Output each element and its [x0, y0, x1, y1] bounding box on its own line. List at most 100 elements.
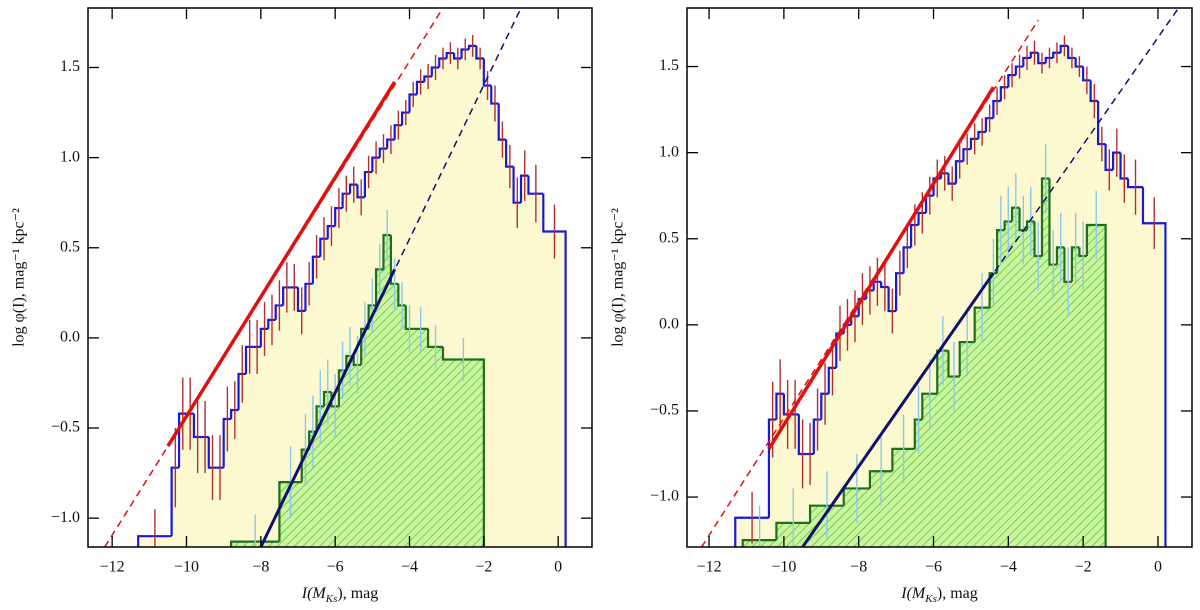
histogram-step: [988, 272, 998, 308]
histogram-bar: [783, 414, 792, 547]
histogram-bar: [216, 467, 224, 547]
histogram-bar: [1049, 264, 1058, 547]
histogram-step: [947, 350, 960, 378]
histogram-bar: [424, 76, 433, 547]
x-axis-label: I(MKs), mag: [301, 585, 378, 605]
fit-line: [259, 268, 396, 547]
histogram-step: [512, 166, 522, 204]
x-axis-label-part: ), mag: [337, 585, 378, 602]
histogram-step: [378, 147, 388, 158]
histogram-bar: [873, 281, 882, 547]
histogram-bar: [298, 310, 306, 547]
x-tick-label: 0: [554, 559, 562, 576]
histogram-step: [519, 174, 529, 203]
histogram-bar: [338, 370, 347, 547]
histogram-step: [334, 206, 343, 227]
histogram-step: [337, 369, 347, 407]
x-tick-label: −4: [401, 559, 418, 576]
y-tick-label: 0.5: [60, 238, 80, 255]
histogram-step: [1070, 246, 1080, 282]
y-axis-label: log φ(I), mag⁻¹ kpc⁻²: [11, 208, 28, 347]
histogram-step: [445, 51, 455, 59]
histogram-bar: [806, 454, 815, 547]
x-tick-label: −12: [100, 559, 125, 576]
x-tick-label: −6: [925, 559, 942, 576]
y-tick-label: 1.5: [60, 58, 80, 75]
x-axis-label-part: Ks: [325, 593, 338, 605]
histogram-bar: [483, 85, 492, 547]
histogram-step: [1104, 144, 1114, 171]
histogram-step: [1089, 80, 1099, 103]
x-tick-label: 0: [1154, 559, 1162, 576]
histogram-step: [397, 283, 406, 307]
histogram-step: [909, 223, 919, 248]
histogram-step: [1055, 246, 1065, 265]
histogram-bar: [312, 256, 321, 547]
histogram-step: [996, 229, 1005, 274]
histogram-bar: [446, 53, 455, 547]
histogram-step: [304, 282, 313, 311]
histogram-step: [1067, 45, 1076, 60]
histogram-step: [408, 93, 417, 113]
histogram-step: [917, 211, 927, 225]
fit-line: [166, 80, 397, 447]
histogram-step: [992, 99, 1001, 119]
histogram-step: [282, 286, 291, 306]
histogram-step: [891, 447, 915, 472]
histogram-step: [497, 103, 507, 141]
histogram-bar: [491, 103, 500, 547]
histogram-bar: [821, 393, 830, 547]
histogram-step: [1048, 178, 1057, 266]
y-tick-label: 0.0: [60, 329, 80, 346]
histogram-step: [423, 75, 432, 82]
histogram-bar: [186, 413, 195, 547]
histogram-step: [1033, 221, 1042, 258]
histogram-bar: [454, 58, 462, 547]
histogram-bar: [383, 235, 392, 547]
x-tick-label: −10: [174, 559, 199, 576]
histogram-bar: [914, 419, 923, 547]
axes-frame: [686, 7, 1193, 548]
histogram-bar: [327, 226, 336, 547]
histogram-step: [192, 413, 202, 439]
y-tick-label: 1.0: [659, 143, 679, 160]
histogram-step: [490, 85, 499, 105]
histogram-bar: [528, 193, 544, 547]
histogram-step: [426, 328, 443, 349]
histogram-step: [1059, 44, 1069, 53]
histogram-step: [475, 45, 484, 60]
histogram-step: [404, 305, 414, 330]
y-tick-label: −0.5: [650, 402, 679, 419]
histogram-bar: [353, 364, 362, 547]
x-tick-label: −10: [771, 559, 796, 576]
y-tick-label: 0.5: [659, 229, 679, 246]
histogram-step: [1052, 51, 1061, 58]
histogram-bar: [1105, 169, 1114, 547]
histogram-bar: [1113, 152, 1121, 547]
histogram-step: [244, 345, 254, 374]
histogram-step: [958, 340, 975, 377]
histogram-step: [1029, 51, 1039, 58]
histogram-bar: [439, 58, 447, 547]
histogram-step: [222, 417, 232, 468]
y-tick-label: −1.0: [51, 509, 80, 526]
histogram-bar: [791, 414, 800, 547]
histogram-bar: [1086, 224, 1106, 547]
histogram-bar: [881, 286, 889, 547]
histogram-step: [137, 535, 172, 547]
histogram-step: [1126, 178, 1143, 189]
histogram-step: [326, 225, 336, 239]
histogram-bar: [431, 67, 440, 547]
histogram-bar: [513, 202, 522, 547]
histogram-step: [954, 160, 964, 184]
histogram-step: [341, 192, 351, 209]
histogram-bar: [468, 45, 477, 547]
histogram-step: [1044, 56, 1054, 64]
histogram-step: [812, 418, 822, 455]
histogram-step: [348, 183, 358, 194]
histogram-step: [775, 521, 811, 541]
histogram-step: [895, 272, 904, 312]
histogram-bar: [409, 94, 418, 547]
histogram-step: [438, 57, 447, 68]
histogram-bar: [245, 346, 254, 547]
